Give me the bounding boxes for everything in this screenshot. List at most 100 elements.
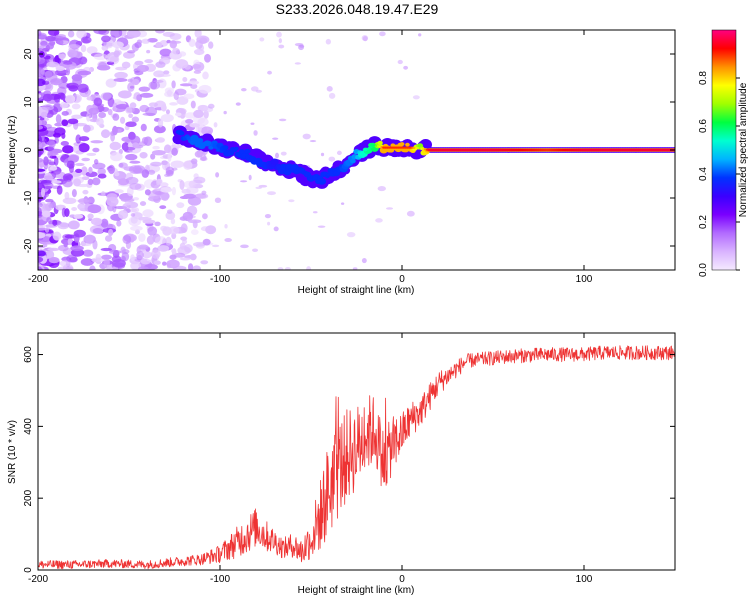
noise-blob bbox=[155, 30, 165, 34]
noise-blob bbox=[77, 203, 86, 211]
noise-blob bbox=[119, 116, 126, 124]
noise-blob bbox=[55, 66, 65, 72]
noise-blob bbox=[196, 193, 209, 199]
noise-blob bbox=[181, 188, 191, 194]
noise-blob bbox=[198, 84, 212, 94]
y-tick-label: -10 bbox=[23, 190, 34, 205]
snr-y-label: SNR (10 * v/v) bbox=[7, 420, 18, 484]
noise-blob bbox=[147, 226, 158, 236]
noise-blob bbox=[164, 87, 174, 94]
noise-blob bbox=[165, 236, 172, 246]
noise-blob bbox=[41, 104, 55, 111]
noise-blob bbox=[361, 258, 367, 264]
noise-blob bbox=[160, 191, 170, 202]
noise-blob bbox=[155, 61, 166, 68]
noise-blob bbox=[100, 92, 112, 101]
noise-blob bbox=[224, 238, 232, 243]
noise-blob bbox=[179, 83, 193, 87]
ridge-core bbox=[179, 131, 185, 136]
noise-blob bbox=[155, 41, 163, 48]
noise-blob bbox=[38, 232, 46, 239]
noise-blob bbox=[179, 257, 191, 261]
noise-blob bbox=[157, 245, 170, 252]
noise-blob bbox=[80, 36, 92, 44]
noise-blob bbox=[118, 90, 132, 99]
noise-blob bbox=[68, 85, 79, 92]
noise-blob bbox=[146, 235, 155, 245]
noise-blob bbox=[179, 180, 185, 190]
noise-blob bbox=[112, 102, 118, 112]
noise-blob bbox=[59, 101, 69, 109]
noise-blob bbox=[73, 122, 87, 127]
noise-blob bbox=[110, 30, 123, 38]
noise-blob bbox=[152, 145, 160, 150]
noise-blob bbox=[77, 70, 92, 76]
noise-blob bbox=[106, 196, 119, 207]
noise-blob bbox=[45, 198, 54, 203]
noise-blob bbox=[151, 149, 166, 156]
noise-blob bbox=[101, 191, 106, 197]
noise-blob bbox=[92, 239, 98, 250]
noise-blob bbox=[204, 53, 211, 63]
noise-blob bbox=[171, 186, 177, 196]
noise-blob bbox=[306, 266, 312, 270]
noise-blob bbox=[98, 111, 107, 119]
noise-blob bbox=[200, 226, 210, 232]
noise-blob bbox=[125, 106, 133, 114]
noise-blob bbox=[52, 231, 62, 241]
noise-blob bbox=[150, 153, 156, 160]
noise-blob bbox=[52, 219, 58, 226]
noise-blob bbox=[241, 87, 247, 92]
noise-blob bbox=[157, 73, 171, 77]
ridge-core bbox=[349, 158, 356, 164]
noise-blob bbox=[49, 166, 58, 171]
noise-blob bbox=[51, 171, 66, 179]
noise-blob bbox=[58, 53, 66, 60]
noise-blob bbox=[144, 59, 154, 64]
noise-blob bbox=[75, 168, 83, 173]
noise-blob bbox=[302, 133, 311, 140]
noise-blob bbox=[43, 156, 49, 166]
noise-blob bbox=[397, 59, 403, 65]
noise-blob bbox=[336, 150, 342, 156]
noise-blob bbox=[147, 169, 156, 175]
noise-blob bbox=[93, 97, 103, 107]
noise-blob bbox=[194, 150, 203, 158]
noise-blob bbox=[128, 131, 136, 140]
noise-blob bbox=[165, 166, 175, 175]
noise-blob bbox=[38, 78, 46, 87]
noise-blob bbox=[112, 41, 124, 49]
ridge-core bbox=[317, 178, 327, 185]
noise-blob bbox=[187, 196, 202, 206]
noise-blob bbox=[136, 39, 143, 45]
noise-blob bbox=[248, 174, 252, 181]
noise-blob bbox=[109, 141, 121, 151]
noise-blob bbox=[48, 203, 53, 209]
noise-blob bbox=[189, 123, 200, 128]
spectrogram-x-label: Height of straight line (km) bbox=[298, 285, 415, 296]
noise-blob bbox=[164, 173, 170, 178]
noise-blob bbox=[86, 112, 91, 122]
noise-blob bbox=[207, 103, 215, 109]
noise-blob bbox=[101, 254, 112, 260]
noise-blob bbox=[40, 111, 48, 118]
noise-blob bbox=[49, 151, 58, 156]
noise-blob bbox=[352, 267, 358, 270]
noise-blob bbox=[90, 217, 103, 226]
noise-blob bbox=[47, 145, 55, 151]
noise-blob bbox=[294, 62, 301, 65]
noise-blob bbox=[192, 64, 202, 69]
noise-blob bbox=[361, 35, 369, 41]
spectrogram-y-label: Frequency (Hz) bbox=[7, 116, 18, 185]
noise-blob bbox=[80, 44, 87, 53]
noise-blob bbox=[169, 254, 177, 260]
noise-blob bbox=[65, 94, 76, 104]
noise-blob bbox=[125, 121, 137, 128]
noise-blob bbox=[173, 252, 186, 258]
noise-blob bbox=[78, 143, 90, 153]
y-tick-label: 10 bbox=[23, 96, 34, 108]
noise-blob bbox=[42, 93, 53, 102]
noise-blob bbox=[101, 35, 111, 43]
x-tick-label: 100 bbox=[576, 274, 593, 285]
noise-blob bbox=[312, 211, 318, 214]
